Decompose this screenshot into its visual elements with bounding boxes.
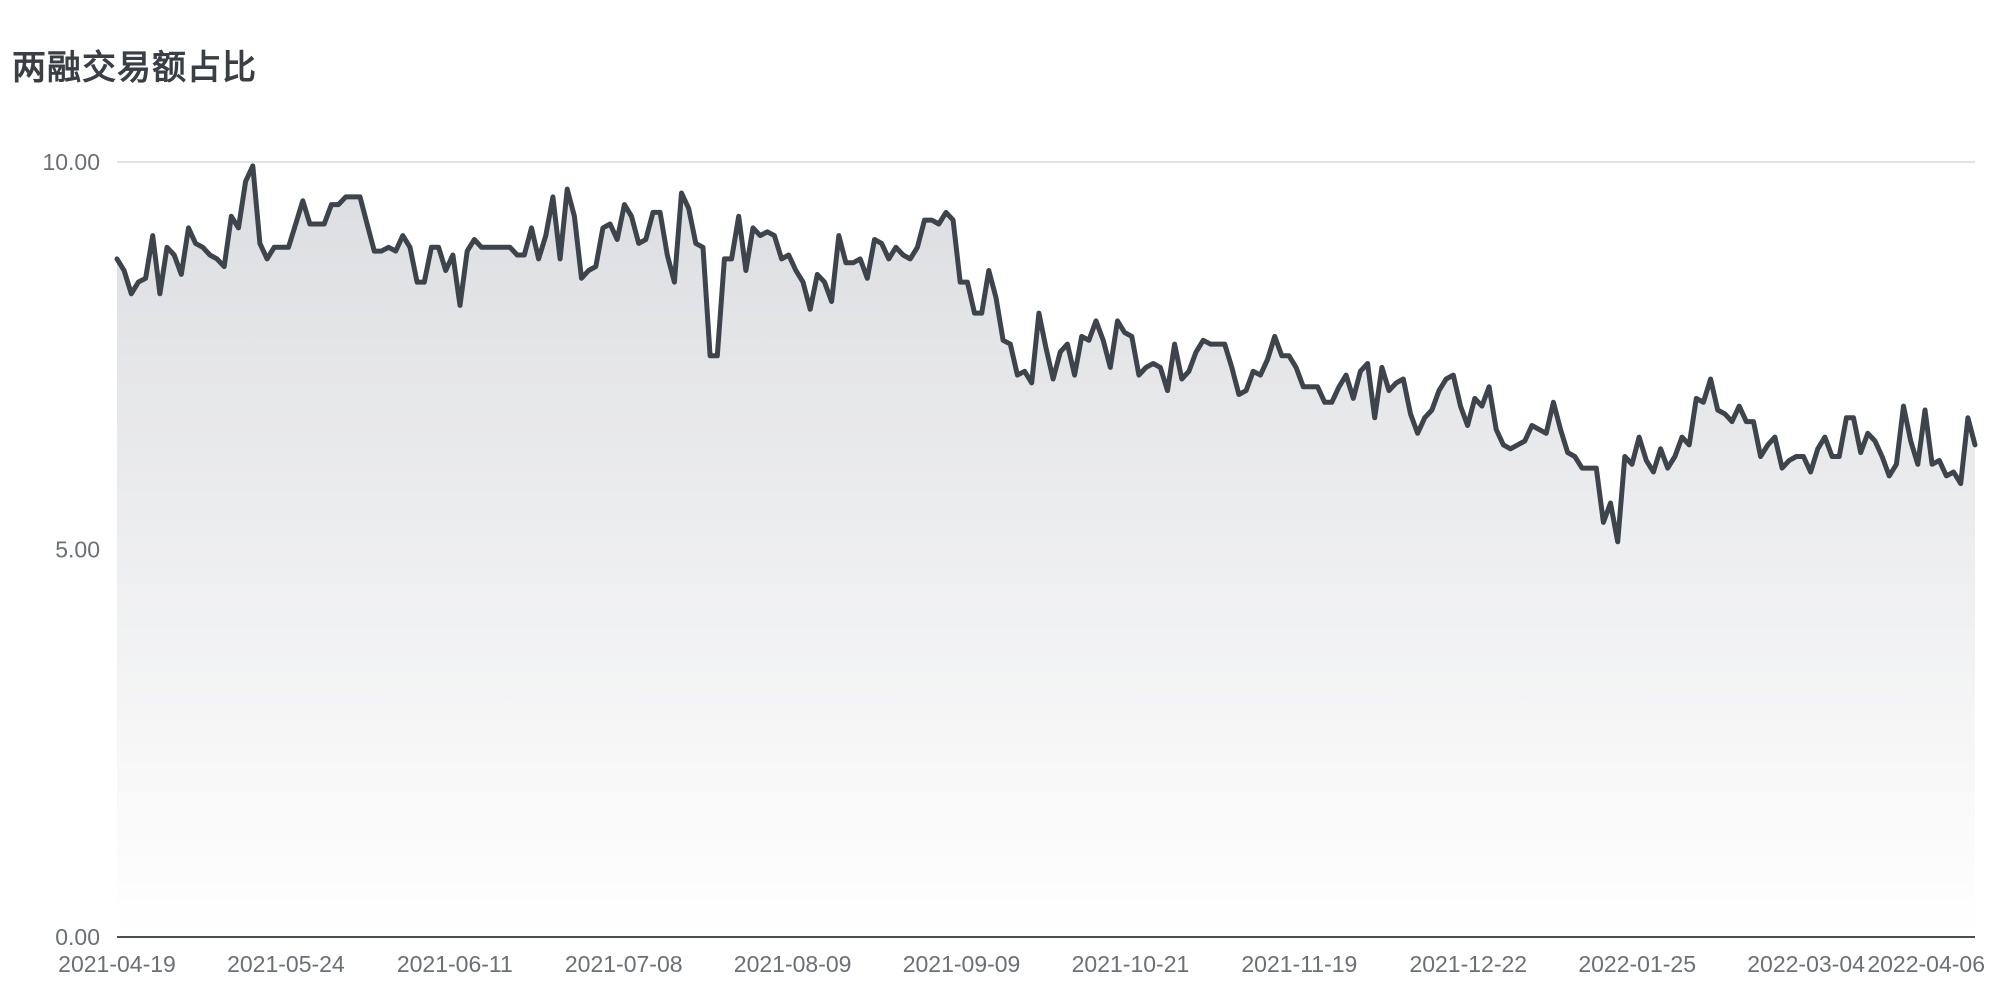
x-tick-label: 2021-12-22	[1409, 951, 1527, 977]
x-tick-label: 2022-04-06	[1867, 951, 1985, 977]
x-tick-label: 2021-10-21	[1072, 951, 1190, 977]
x-tick-label: 2021-11-19	[1241, 951, 1357, 977]
x-tick-label: 2022-03-04	[1747, 951, 1865, 977]
series-line	[114, 163, 1978, 545]
y-axis-ticks: 0.00 5.00 10.00	[42, 149, 100, 950]
x-tick-label: 2021-09-09	[903, 951, 1021, 977]
chart-title: 两融交易额占比	[12, 48, 257, 88]
x-axis-ticks: 2021-04-19 2021-05-24 2021-06-11 2021-07-08…	[58, 951, 1985, 977]
x-tick-label: 2021-05-24	[227, 951, 345, 977]
x-tick-label: 2021-04-19	[58, 951, 176, 977]
y-tick-label: 0.00	[55, 924, 100, 950]
x-tick-label: 2022-01-25	[1578, 951, 1696, 977]
x-tick-label: 2021-08-09	[734, 951, 852, 977]
area-fill	[117, 165, 1975, 937]
x-tick-label: 2021-07-08	[565, 951, 683, 977]
y-tick-label: 10.00	[42, 149, 100, 175]
y-tick-label: 5.00	[55, 537, 100, 563]
x-tick-label: 2021-06-11	[397, 951, 513, 977]
